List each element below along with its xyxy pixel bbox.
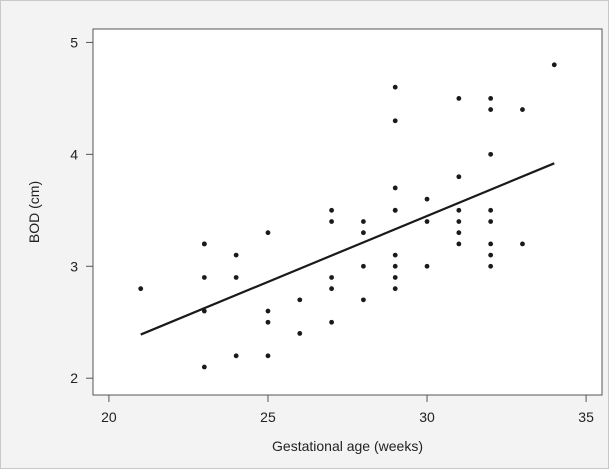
data-point	[456, 95, 462, 101]
data-point	[329, 286, 334, 292]
data-point	[392, 84, 398, 90]
data-point	[520, 241, 525, 247]
y-tick-label: 4	[70, 146, 78, 162]
data-point	[488, 241, 494, 247]
data-point	[456, 207, 462, 213]
data-point	[265, 319, 271, 325]
data-point	[201, 241, 207, 247]
data-point	[488, 107, 494, 112]
x-tick-label: 35	[578, 409, 594, 425]
data-point	[329, 207, 334, 213]
data-point	[392, 207, 398, 213]
data-point	[233, 353, 239, 359]
data-point	[456, 241, 462, 247]
data-point	[361, 230, 366, 236]
data-point	[456, 219, 462, 224]
data-point	[329, 275, 334, 280]
x-tick-label: 30	[419, 409, 435, 425]
data-point	[297, 331, 303, 336]
data-point	[329, 319, 334, 325]
regression-line	[140, 162, 555, 336]
data-point	[456, 174, 462, 180]
data-point	[488, 95, 494, 101]
data-point	[392, 118, 398, 124]
data-point	[488, 151, 494, 157]
data-point	[361, 263, 366, 269]
x-axis-label: Gestational age (weeks)	[272, 438, 423, 454]
data-point	[456, 230, 462, 236]
y-tick-label: 2	[70, 370, 78, 386]
data-point	[392, 275, 398, 280]
x-tick-label: 25	[260, 409, 276, 425]
data-point	[265, 230, 271, 236]
data-point	[488, 263, 494, 269]
data-point	[297, 297, 303, 303]
data-point	[488, 207, 494, 213]
data-point	[424, 196, 430, 202]
data-point	[392, 286, 398, 292]
data-point	[424, 263, 430, 269]
data-point	[233, 252, 239, 258]
x-tick-label: 20	[101, 409, 117, 425]
data-point	[488, 219, 494, 224]
data-point	[424, 219, 430, 224]
data-point	[138, 286, 144, 292]
data-point	[392, 252, 398, 258]
data-point	[392, 185, 398, 191]
y-tick-label: 3	[70, 258, 78, 274]
data-point	[392, 263, 398, 269]
data-point	[520, 107, 525, 112]
data-point	[265, 353, 271, 359]
data-point	[233, 275, 239, 280]
y-axis-label: BOD (cm)	[26, 181, 42, 243]
data-point	[201, 308, 207, 314]
data-point	[329, 219, 334, 224]
plot-area	[92, 28, 603, 396]
data-point	[201, 275, 207, 280]
data-point	[488, 252, 494, 258]
data-point	[551, 62, 557, 68]
data-point	[361, 219, 366, 224]
data-point	[265, 308, 271, 314]
data-point	[361, 297, 366, 303]
data-point	[201, 364, 207, 370]
y-tick-label: 5	[70, 34, 78, 50]
